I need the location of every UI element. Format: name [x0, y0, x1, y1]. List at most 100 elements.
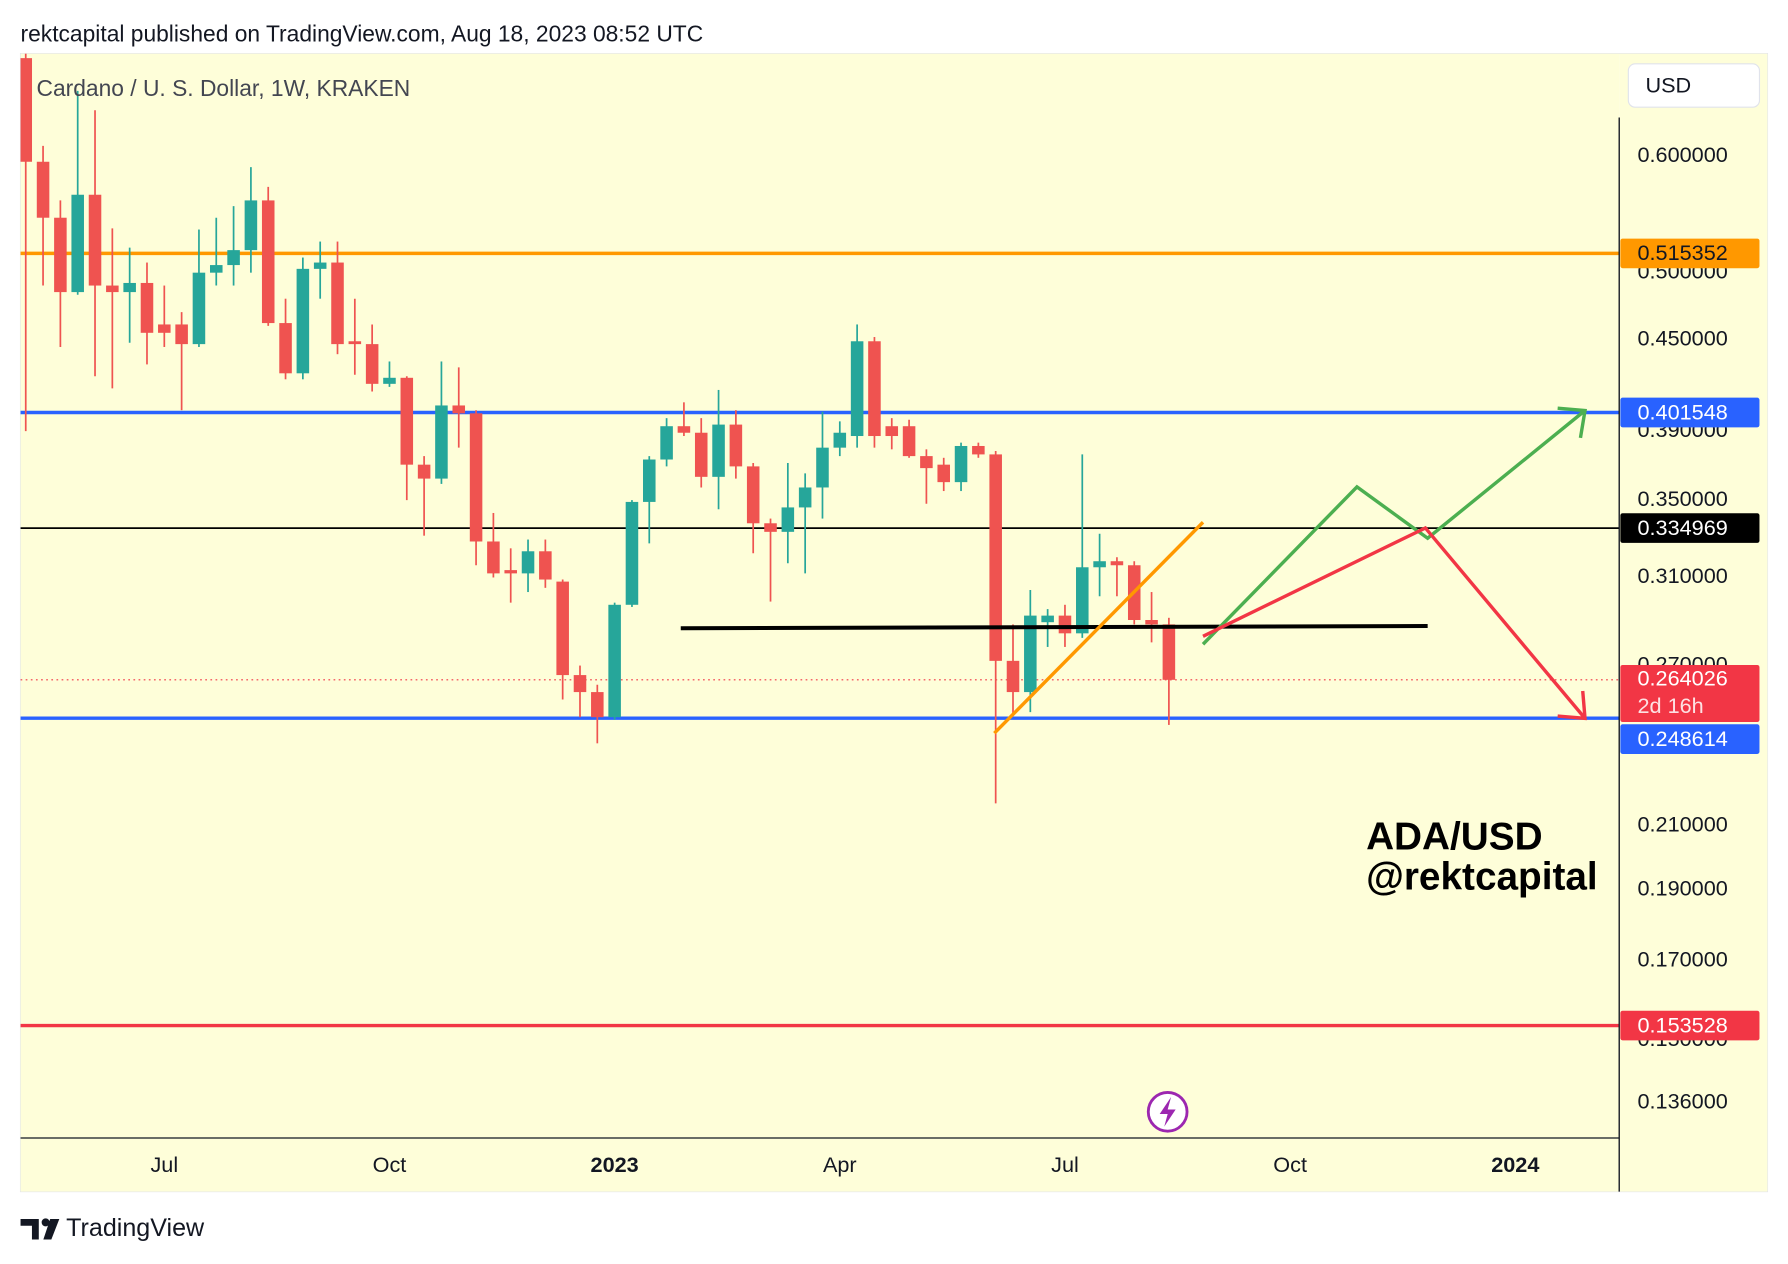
bullish-path-arrow: [1201, 409, 1587, 646]
candle-body: [296, 268, 310, 374]
level-label: 0.515352: [1637, 240, 1727, 265]
x-tick-label: Oct: [373, 1152, 407, 1177]
chart-title: Cardano / U. S. Dollar, 1W, KRAKEN: [37, 75, 411, 101]
candle-body: [365, 344, 379, 384]
current-price-label: 0.264026: [1637, 666, 1727, 691]
candle-body: [643, 459, 656, 502]
candle-body: [781, 507, 795, 532]
y-tick-label: 0.600000: [1637, 142, 1727, 167]
candle-body: [798, 487, 812, 508]
candle-body: [954, 445, 968, 483]
candle-body: [1058, 615, 1072, 634]
annotation: ADA/USD: [1366, 815, 1543, 858]
candle-body: [435, 405, 448, 479]
logo-mark: [20, 1218, 39, 1240]
x-tick-label: 2023: [591, 1152, 639, 1177]
candle-body: [140, 282, 154, 333]
drawn-trend-line: [993, 521, 1205, 735]
candle-body: [902, 426, 916, 457]
candle-body: [1006, 660, 1020, 693]
level-label-bg: [1620, 238, 1760, 269]
candle-body: [487, 541, 500, 574]
candle-body: [989, 454, 1002, 661]
level-label: 0.153528: [1637, 1012, 1727, 1037]
candle-body: [556, 581, 569, 676]
candle-body: [521, 551, 535, 574]
currency-button[interactable]: [1627, 63, 1761, 108]
y-tick-label: 0.450000: [1637, 326, 1727, 351]
drawn-horizontal-line: [680, 624, 1428, 631]
candle-body: [209, 265, 223, 273]
annotation: @rektcapital: [1366, 855, 1598, 898]
level-label: 0.248614: [1637, 726, 1727, 751]
candle-body: [746, 466, 760, 524]
candle-body: [400, 377, 414, 465]
y-tick-label: 0.136000: [1637, 1089, 1727, 1114]
candle-body: [850, 341, 864, 437]
y-tick-label: 0.190000: [1637, 875, 1727, 900]
time-axis-background: [20, 1137, 1620, 1192]
logo-mark: [41, 1218, 50, 1227]
candle-body: [885, 426, 899, 437]
countdown-label: 2d 16h: [1637, 693, 1703, 718]
x-tick-label: Oct: [1273, 1152, 1307, 1177]
candle-body: [71, 194, 84, 293]
candle-body: [1093, 561, 1106, 568]
candle-body: [1024, 615, 1037, 693]
candle-body: [469, 413, 483, 542]
y-tick-label: 0.210000: [1637, 812, 1727, 837]
candle-body: [573, 675, 587, 693]
level-label-bg: [1620, 724, 1760, 754]
candle-body: [1162, 624, 1176, 680]
candle-body: [88, 194, 102, 286]
candle-body: [539, 551, 552, 580]
logo-mark: [43, 1218, 60, 1240]
candle-body: [279, 323, 292, 374]
candle-body: [972, 445, 985, 455]
candle-body: [591, 692, 604, 718]
candle-body: [694, 432, 708, 477]
level-label-bg: [1620, 1010, 1760, 1041]
candle-body: [227, 250, 240, 266]
y-tick-label: 0.170000: [1637, 946, 1727, 971]
candle-body: [712, 424, 725, 477]
candle-body: [36, 161, 50, 218]
candle-body: [331, 262, 344, 345]
candle-body: [1041, 615, 1054, 623]
y-tick-label: 0.350000: [1637, 486, 1727, 511]
header: rektcapital published on TradingView.com…: [21, 20, 704, 46]
candle-body: [192, 272, 206, 345]
candle-body: [452, 405, 466, 414]
candle-body: [920, 456, 933, 469]
candle-body: [261, 200, 275, 324]
level-label-bg: [1620, 513, 1760, 543]
y-tick-label: 0.310000: [1637, 563, 1727, 588]
bearish-arrowhead: [1557, 690, 1587, 721]
candle-body: [20, 58, 33, 162]
candle-body: [123, 282, 136, 293]
candle-body: [106, 285, 119, 293]
currency-label[interactable]: USD: [1645, 72, 1691, 97]
candle-body: [1110, 561, 1124, 566]
bullish-arrowhead: [1557, 406, 1588, 439]
footer-brand: TradingView: [66, 1214, 205, 1242]
candle-body: [417, 464, 431, 479]
event-icon-bolt: [1159, 1096, 1176, 1127]
candle-body: [504, 570, 517, 574]
candle-body: [677, 426, 691, 433]
footer-logo: [20, 1218, 60, 1240]
candle-body: [1076, 567, 1089, 634]
candle-body: [764, 523, 777, 532]
level-label: 0.401548: [1637, 399, 1727, 424]
candle-body: [608, 604, 621, 718]
candle-body: [383, 377, 396, 384]
candle-body: [175, 324, 188, 345]
candle-body: [625, 501, 639, 605]
x-tick-label: Apr: [823, 1152, 857, 1177]
current-price-label-bg: [1620, 665, 1760, 723]
candle-body: [816, 447, 829, 488]
x-tick-label: 2024: [1491, 1152, 1539, 1177]
bearish-path-arrow: [1202, 525, 1587, 720]
